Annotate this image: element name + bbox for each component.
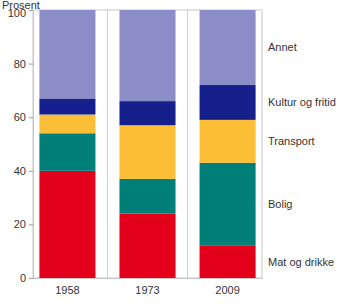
y-tick-label: 20 [14,218,26,230]
y-tick-mark [29,117,33,118]
y-tick: 20 [14,218,33,230]
y-tick: 0 [20,272,33,284]
bar-segment [200,246,256,278]
bar-segment [119,214,175,278]
y-axis: 020406080100 [8,7,34,284]
bar-segment [119,10,175,101]
y-tick-mark [29,278,33,279]
bar-segment [200,10,256,85]
y-tick-mark [29,224,33,225]
legend-label: Annet [268,41,297,53]
bar-segment [200,120,256,163]
y-tick-mark [29,64,33,65]
bar-segment [39,171,95,278]
y-tick-label: 40 [14,165,26,177]
x-tick: 2009 [215,278,239,296]
legend-label: Bolig [268,198,292,210]
bar-segment [119,101,175,125]
x-tick-label: 1973 [135,284,159,296]
plot-frame [33,10,262,278]
y-tick-label: 80 [14,58,26,70]
y-tick-label: 60 [14,111,26,123]
y-tick: 60 [14,111,33,123]
x-tick-label: 2009 [215,284,239,296]
bar-segment [39,10,95,98]
y-tick: 80 [14,58,33,70]
bar-segment [119,125,175,179]
bar-segment [39,115,95,134]
bar-segment [39,133,95,171]
y-tick: 40 [14,165,33,177]
x-axis: 1958 1973 2009 [34,278,263,296]
legend-label: Kultur og fritid [268,96,336,108]
y-axis-title: Prosent [2,0,40,11]
separator [187,10,188,278]
x-tick: 1973 [135,278,159,296]
x-tick: 1958 [55,278,79,296]
legend-label: Transport [268,135,315,147]
bar-segment [200,163,256,246]
x-axis-line [34,278,263,279]
y-axis-line [33,11,34,279]
separator [107,10,108,278]
x-tick-label: 1958 [55,284,79,296]
y-tick-mark [29,171,33,172]
bar-segment [119,179,175,214]
bar-segment [200,85,256,120]
bars [39,10,255,278]
y-tick-label: 0 [20,272,26,284]
bar-segment [39,98,95,114]
legend-label: Mat og drikke [268,256,334,268]
